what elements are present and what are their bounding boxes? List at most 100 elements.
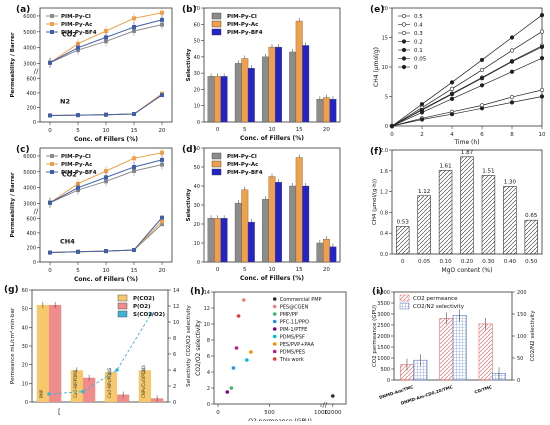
panel-e-legend-marker — [401, 56, 407, 61]
panel-e-series-line — [391, 89, 543, 127]
panel-e-legend-marker — [401, 64, 407, 70]
panel-e-point — [419, 102, 425, 107]
panel-c-legend-label: PIM-Py-BF4 — [61, 170, 97, 176]
panel-g-bar-label: PMP — [39, 389, 44, 398]
panel-g-xnote: [ — [58, 408, 61, 416]
panel-h-ytick-label: 12 — [204, 306, 210, 312]
panel-c-annot-gas: CH4 — [60, 237, 75, 245]
panel-f-xtick-label: 0.40 — [504, 259, 517, 265]
panel-e-legend-marker — [401, 22, 407, 27]
panel-c-lower-ytick-label: 400 — [26, 231, 36, 237]
panel-h-ytick-label: 2 — [207, 386, 210, 392]
panel-e-ylabel: CH4 (μmol/g) — [373, 47, 380, 87]
panel-b-bar — [214, 76, 222, 123]
panel-h-legend-label: PIM-1/PTFE — [280, 327, 308, 333]
panel-b-ytick-label: 60 — [194, 22, 200, 28]
panel-f-xtick-label: 0.20 — [461, 259, 474, 265]
panel-i: (i) 0 500 1000 1500 2000 2500 3000 3500 4000 0 50 10… — [372, 287, 536, 406]
panel-b-legend-label: PIM-Py-BF4 — [227, 30, 263, 36]
panel-e-point — [479, 67, 485, 73]
panel-g-selectivity-point — [115, 368, 119, 372]
panel-a-xtick-label: 0 — [48, 128, 52, 134]
panel-f-value-label: 1.87 — [461, 150, 474, 156]
panel-h-ytick-label: 4 — [207, 370, 210, 376]
panel-g-selectivity-point — [47, 392, 51, 396]
panel-e-point — [479, 57, 485, 63]
panel-c-ch4-point — [48, 250, 52, 255]
panel-b-ytick-label: 40 — [194, 55, 200, 61]
panel-a-upper-ytick-label: 5000 — [23, 30, 36, 36]
panel-b-bar — [316, 99, 324, 123]
panel-e-point — [539, 44, 545, 50]
panel-a-upper-ytick-label: 6000 — [23, 14, 36, 20]
panel-b-bar — [262, 56, 269, 123]
panel-g-y2-ytick-label: 0 — [173, 400, 176, 406]
panel-c-legend-marker — [50, 154, 54, 158]
panel-f-bar — [481, 175, 496, 255]
panel-a-xtick-label: 5 — [76, 128, 80, 134]
panel-i-ylabel: CO2 permeance (GPU) — [372, 305, 378, 367]
panel-e-point — [539, 29, 545, 34]
panel-e-xtick-label: 4 — [450, 132, 454, 138]
panel-f-ytick-label: 2.0 — [380, 148, 388, 154]
panel-b-ytick-label: 0 — [197, 120, 200, 126]
panel-f-bar — [395, 226, 410, 255]
panel-a-n2-point — [160, 93, 164, 98]
panel-e-legend-label: 0 — [414, 65, 418, 71]
panel-d-xtick-label: 5 — [243, 267, 247, 273]
panel-i-ytick-label: 500 — [380, 367, 390, 373]
panel-e-ytick-label: 5 — [385, 95, 388, 101]
panel-c-co2-point — [132, 156, 136, 161]
panel-b-panel-label: (b) — [182, 5, 197, 15]
panel-d-ytick-label: 10 — [194, 241, 200, 247]
panel-d-bar — [268, 176, 276, 263]
panel-d-ytick-label: 20 — [194, 222, 200, 228]
panel-b-ytick-label: 70 — [194, 6, 200, 12]
panel-a: (a) // 0 200 400 600 3000 4000 5000 6000 0 5 10 15 20 C… — [10, 5, 173, 143]
panel-i-ytick-label: 2000 — [377, 334, 390, 340]
panel-h-legend-marker — [272, 342, 277, 346]
panel-g-selectivity-point — [81, 389, 85, 394]
panel-a-lower-ytick-label: 0 — [33, 120, 36, 126]
panel-e-xtick-label: 6 — [480, 132, 484, 138]
panel-g-y2-ytick-label: 10 — [173, 320, 179, 326]
panel-e-point — [539, 94, 545, 99]
panel-e-point — [539, 87, 545, 93]
panel-i-bar-permeance — [439, 318, 454, 381]
panel-d-ytick-label: 60 — [194, 146, 200, 152]
panel-g-ytick-label: 50 — [22, 307, 28, 313]
panel-g-bar — [49, 304, 62, 402]
panel-f-value-label: 0.65 — [525, 213, 538, 219]
panel-a-lower-ytick-label: 400 — [26, 91, 36, 97]
panel-g-ylabel: Permeance mL/cm²·min·bar — [9, 307, 16, 384]
panel-f-value-label: 1.12 — [418, 189, 430, 195]
panel-h-legend-label: PDMS/PSF — [280, 335, 305, 341]
panel-f-panel-label: (f) — [370, 147, 382, 157]
panel-c-lower-ytick-label: 0 — [33, 260, 36, 266]
panel-c-lower-ytick-label: 200 — [26, 245, 36, 251]
panel-a-ylabel: Permeability / Barrer — [10, 32, 16, 97]
panel-c: (c) // 0 200 400 600 3000 4000 5000 6000 0 5 10 15 20 C… — [10, 145, 173, 283]
panel-e-xlabel: Time (h) — [453, 139, 479, 146]
panel-h-ytick-label: 8 — [207, 338, 210, 344]
panel-g-bar — [117, 394, 130, 402]
panel-e-point — [449, 86, 455, 91]
panel-e-point — [419, 110, 425, 115]
panel-a-n2-point — [104, 112, 108, 117]
panel-f-value-label: 1.30 — [504, 179, 517, 185]
panel-f-value-label: 1.51 — [482, 168, 494, 174]
panel-c-ch4-point — [132, 247, 136, 252]
panel-b-ytick-label: 20 — [194, 87, 200, 93]
panel-c-ch4-point — [76, 249, 80, 254]
panel-a-legend-marker — [50, 30, 54, 34]
panel-d-legend-swatch — [211, 168, 222, 176]
panel-d-legend-swatch — [211, 160, 222, 168]
panel-d-bar — [214, 218, 222, 263]
panel-e-legend-label: 0.4 — [414, 23, 423, 29]
panel-g-ytick-label: 0 — [25, 400, 28, 406]
panel-d-ytick-label: 30 — [194, 203, 200, 209]
panel-b-bar — [295, 20, 303, 123]
panel-g-bar — [36, 304, 49, 402]
panel-a-co2-point — [160, 17, 164, 22]
